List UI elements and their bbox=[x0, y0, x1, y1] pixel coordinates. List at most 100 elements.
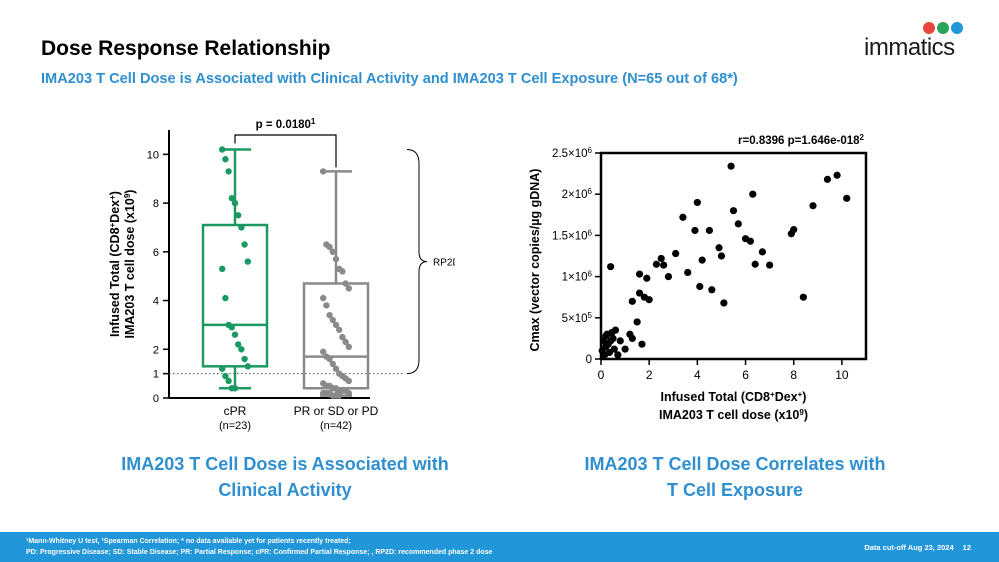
data-point bbox=[720, 299, 728, 307]
footnote-line2: PD: Progressive Disease; SD: Stable Dise… bbox=[26, 549, 493, 556]
data-point bbox=[664, 273, 673, 281]
data-point bbox=[345, 377, 352, 385]
data-point bbox=[705, 226, 714, 235]
data-point bbox=[225, 377, 232, 385]
data-point bbox=[715, 244, 723, 252]
data-point bbox=[672, 249, 680, 258]
x-tick-label: 0 bbox=[598, 368, 605, 382]
data-point bbox=[345, 389, 352, 397]
immatics-logo: immatics bbox=[862, 20, 972, 62]
data-point bbox=[219, 265, 226, 273]
data-point bbox=[645, 296, 653, 304]
data-point bbox=[635, 289, 644, 297]
right-caption: IMA203 T Cell Dose Correlates with T Cel… bbox=[545, 451, 925, 503]
data-point bbox=[231, 331, 239, 338]
data-point bbox=[329, 316, 336, 324]
y-tick-label: 10 bbox=[147, 149, 159, 161]
data-point bbox=[766, 261, 774, 269]
y-tick-label: 1 bbox=[153, 369, 159, 381]
y-tick-label: 5×105 bbox=[562, 310, 593, 325]
data-point bbox=[225, 168, 232, 175]
data-point bbox=[698, 256, 706, 264]
page-subtitle: IMA203 T Cell Dose is Associated with Cl… bbox=[41, 71, 738, 87]
data-point bbox=[320, 348, 327, 355]
right-caption-line2: T Cell Exposure bbox=[666, 480, 804, 500]
y-tick-label: 6 bbox=[153, 247, 159, 259]
data-point bbox=[244, 258, 251, 265]
p-value-label: p = 0.01801 bbox=[256, 117, 316, 132]
data-point bbox=[691, 226, 699, 235]
data-point bbox=[241, 241, 248, 248]
x-tick-label: 10 bbox=[835, 368, 849, 382]
data-point bbox=[238, 346, 245, 353]
left-caption: IMA203 T Cell Dose is Associated with Cl… bbox=[80, 451, 490, 503]
data-point bbox=[219, 146, 226, 153]
data-point bbox=[729, 207, 738, 215]
data-point bbox=[326, 355, 333, 363]
data-point bbox=[635, 270, 644, 278]
right-caption-line1: IMA203 T Cell Dose Correlates with bbox=[584, 454, 886, 474]
category-label: PR or SD or PD bbox=[294, 404, 379, 418]
data-point bbox=[320, 294, 327, 302]
y-tick-label: 1×106 bbox=[562, 269, 593, 284]
data-point bbox=[614, 351, 622, 359]
data-point bbox=[329, 360, 336, 368]
data-point bbox=[628, 297, 636, 305]
data-point bbox=[332, 365, 340, 372]
data-point bbox=[244, 363, 251, 370]
scatter-plot-chart: 0 2 4 6 8 10 0 5×105 1×106 1.5×106 2×106 2.5×106 r=0… bbox=[528, 133, 868, 422]
data-point bbox=[717, 252, 726, 260]
data-point bbox=[222, 294, 229, 302]
y-tick-label: 2×106 bbox=[562, 187, 593, 202]
data-point bbox=[320, 168, 327, 175]
data-point bbox=[607, 263, 615, 271]
data-point bbox=[222, 156, 229, 163]
box-iqr bbox=[302, 282, 370, 390]
data-point bbox=[823, 175, 832, 183]
data-point bbox=[238, 224, 245, 231]
data-point bbox=[746, 237, 754, 245]
y-axis-label: Cmax (vector copies/µg gDNA) bbox=[528, 169, 542, 352]
left-caption-line1: IMA203 T Cell Dose is Associated with bbox=[121, 454, 449, 474]
data-point bbox=[222, 372, 229, 380]
box-plot-chart: 0 1 2 4 6 8 10 Infused Total (CD8+Dex+)IMA203 T… bbox=[108, 117, 456, 433]
data-cutoff: Data cut-off Aug 23, 2024 bbox=[864, 543, 954, 552]
y-tick-label: 1.5×106 bbox=[552, 228, 593, 243]
data-point bbox=[228, 195, 235, 202]
left-caption-line2: Clinical Activity bbox=[218, 480, 352, 500]
data-point bbox=[611, 326, 620, 334]
data-point bbox=[708, 286, 716, 294]
box-iqr bbox=[201, 223, 269, 368]
data-point bbox=[326, 243, 333, 251]
data-point bbox=[751, 260, 759, 268]
category-label: cPR bbox=[224, 404, 247, 418]
y-axis-label-line2: IMA203 T cell dose (x109) bbox=[123, 190, 138, 339]
footer-right: Data cut-off Aug 23, 2024 12 bbox=[855, 543, 971, 552]
correlation-label: r=0.8396 p=1.646e-0182 bbox=[738, 133, 865, 148]
logo-dots-icon bbox=[923, 22, 963, 34]
data-point bbox=[610, 345, 618, 353]
data-point bbox=[652, 260, 661, 268]
y-tick-label: 4 bbox=[153, 296, 159, 308]
data-point bbox=[609, 334, 617, 342]
data-point bbox=[336, 326, 343, 333]
data-point bbox=[657, 254, 665, 263]
significance-bracket bbox=[234, 134, 337, 168]
data-point bbox=[345, 285, 352, 292]
data-point bbox=[660, 261, 668, 269]
data-point bbox=[342, 338, 349, 346]
data-point bbox=[336, 392, 343, 399]
data-point bbox=[329, 248, 336, 256]
y-tick-label: 2.5×106 bbox=[552, 146, 593, 161]
y-tick-label: 0 bbox=[153, 393, 159, 405]
data-point bbox=[696, 282, 704, 291]
data-point bbox=[345, 343, 352, 351]
data-point bbox=[342, 280, 349, 287]
data-point bbox=[799, 293, 807, 301]
x-tick-label: 8 bbox=[790, 368, 797, 382]
x-tick-label: 4 bbox=[694, 368, 701, 382]
data-point bbox=[727, 162, 735, 170]
category-n-label: (n=42) bbox=[320, 420, 352, 432]
plot-frame bbox=[599, 151, 868, 361]
data-point bbox=[332, 321, 340, 329]
